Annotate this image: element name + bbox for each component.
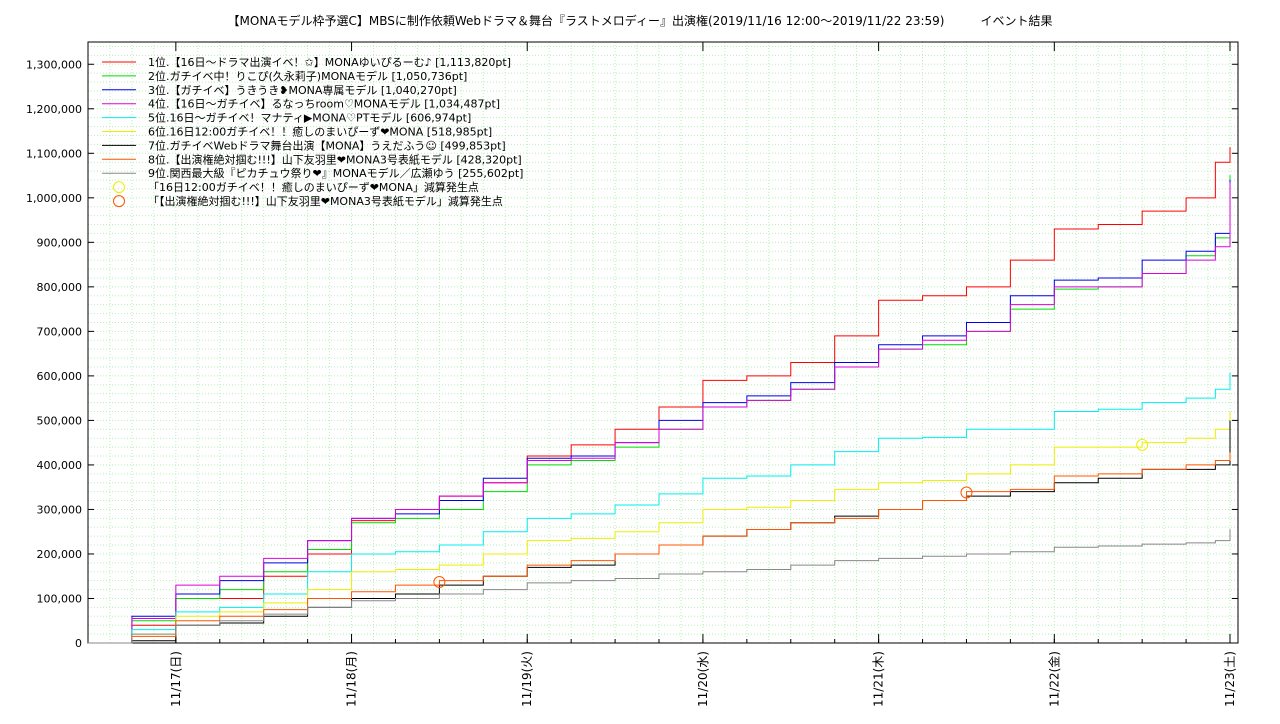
y-tick-label: 1,200,000 bbox=[26, 103, 82, 116]
series-lines bbox=[88, 147, 1231, 644]
marker-circle bbox=[433, 576, 446, 589]
legend: 1位.【16日〜ドラマ出演イベ！✩】MONAゆいぴるーむ♪ [1,113,820… bbox=[102, 55, 523, 208]
legend-label: 5位.16日〜ガチイベ！マナティ▶MONA♡PTモデル [606,974pt] bbox=[148, 111, 471, 125]
y-tick-label: 0 bbox=[75, 637, 82, 650]
x-tick-label: 11/17(日) bbox=[169, 651, 183, 707]
markers bbox=[433, 438, 1149, 589]
y-tick-label: 1,300,000 bbox=[26, 58, 82, 71]
series-line bbox=[88, 411, 1231, 644]
marker-circle bbox=[960, 486, 973, 499]
y-tick-label: 200,000 bbox=[37, 548, 83, 561]
axes: 0 100,000 200,000 300,000 400,000 500,000 600,… bbox=[26, 41, 1239, 707]
x-tick-label: 11/21(木) bbox=[872, 651, 886, 707]
x-tick-label: 11/19(火) bbox=[520, 651, 534, 707]
legend-label: 1位.【16日〜ドラマ出演イベ！✩】MONAゆいぴるーむ♪ [1,113,820… bbox=[148, 55, 511, 69]
y-tick-label: 100,000 bbox=[37, 592, 83, 605]
series-line bbox=[88, 182, 1231, 644]
x-tick-label: 11/18(月) bbox=[345, 651, 359, 707]
chart-title: 【MONAモデル枠予選C】MBSに制作依頼Webドラマ＆舞台『ラストメロディー』… bbox=[227, 14, 1053, 28]
x-tick-label: 11/23(土) bbox=[1223, 651, 1237, 707]
series-line bbox=[88, 147, 1231, 644]
legend-label: 7位.ガチイベWebドラマ舞台出演【MONA】うえだふう☺ [499,853pt… bbox=[148, 138, 506, 152]
series-line bbox=[88, 529, 1231, 644]
x-tick-label: 11/20(水) bbox=[696, 651, 710, 707]
x-tick-label: 11/22(金) bbox=[1046, 651, 1061, 707]
legend-label: 「16日12:00ガチイベ！！癒しのまいぴーず❤MONA」減算発生点 bbox=[148, 180, 479, 194]
legend-label: 2位.ガチイベ中！りこぴ(久永莉子)MONAモデル [1,050,736pt] bbox=[148, 69, 467, 83]
y-tick-label: 400,000 bbox=[37, 459, 83, 472]
legend-label: 9位.関西最大級『ピカチュウ祭り❤』MONAモデル／広瀬ゆう [255,602p… bbox=[148, 166, 523, 180]
legend-marker bbox=[113, 195, 125, 208]
y-tick-label: 500,000 bbox=[37, 414, 83, 427]
y-tick-label: 1,000,000 bbox=[26, 192, 82, 205]
legend-label: 6位.16日12:00ガチイベ！！癒しのまいぴーず❤MONA [518,985p… bbox=[148, 125, 492, 139]
legend-label: 4位.【16日〜ガチイベ】るなっちroom♡MONAモデル [1,034,487… bbox=[148, 97, 500, 111]
legend-label: 8位.【出演権絶対掴む!!!】山下友羽里❤MONA3号表紙モデル [428,32… bbox=[148, 152, 522, 166]
legend-label: 3位.【ガチイベ】うきうき❥MONA専属モデル [1,040,270pt] bbox=[148, 83, 457, 97]
plot-frame bbox=[87, 41, 1239, 644]
y-tick-label: 300,000 bbox=[37, 503, 83, 516]
y-tick-label: 1,100,000 bbox=[26, 147, 82, 160]
series-line bbox=[88, 372, 1231, 644]
y-tick-label: 600,000 bbox=[37, 370, 83, 383]
legend-marker bbox=[113, 181, 125, 194]
y-tick-label: 700,000 bbox=[37, 325, 83, 338]
legend-label: 「【出演権絶対掴む!!!】山下友羽里❤MONA3号表紙モデル」減算発生点 bbox=[148, 194, 503, 208]
y-tick-label: 900,000 bbox=[37, 236, 83, 249]
y-tick-label: 800,000 bbox=[37, 281, 83, 294]
marker-circle bbox=[1136, 438, 1149, 451]
